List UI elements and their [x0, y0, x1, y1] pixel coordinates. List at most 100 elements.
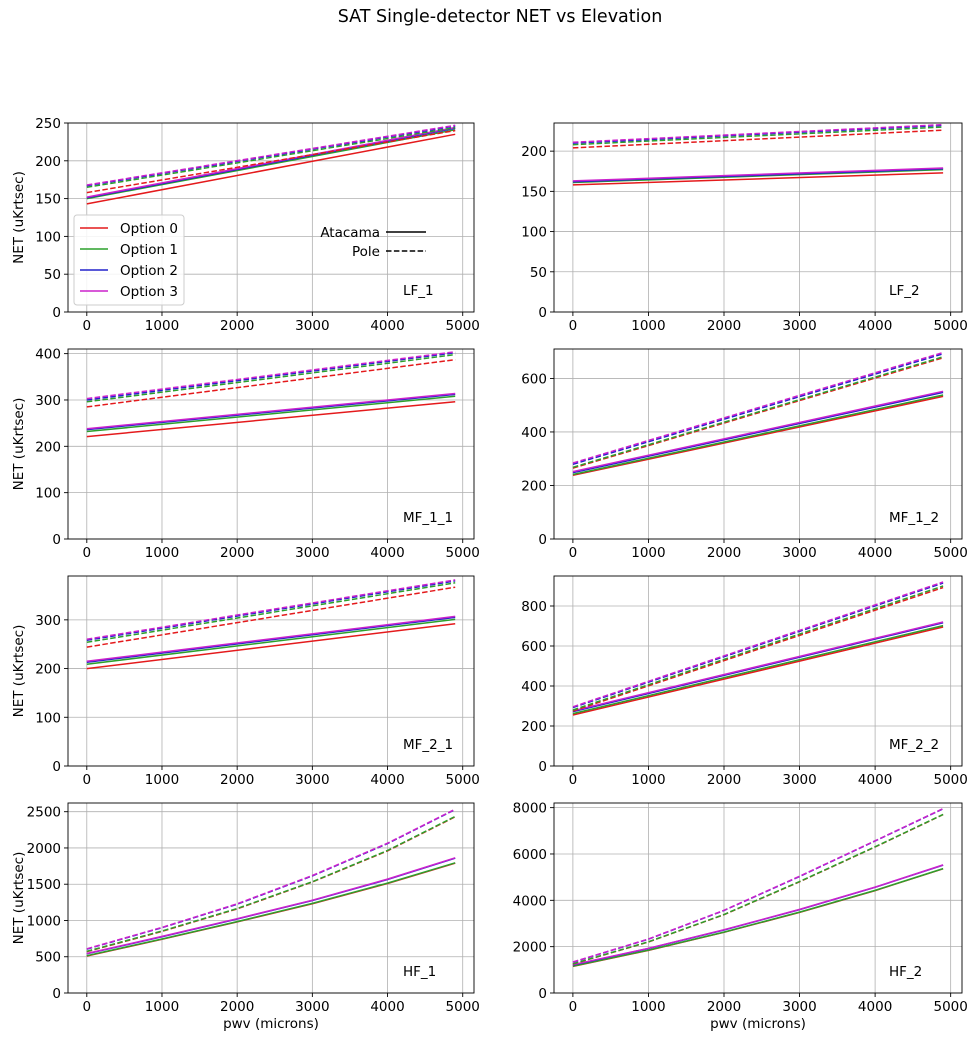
series-line-option-1-atacama [572, 394, 944, 476]
panel-label: HF_2 [889, 964, 922, 980]
series-group [572, 807, 944, 968]
y-tick-label: 100 [521, 225, 547, 241]
x-tick-label: 0 [82, 772, 91, 788]
series-line-option-1-pole [86, 126, 456, 189]
series-line-option-1-pole [86, 353, 456, 403]
x-tick-label: 4000 [370, 318, 404, 334]
series-line-option-2-pole [572, 582, 944, 709]
y-tick-label: 0 [52, 986, 61, 1002]
y-axis-label: NET (uKrtsec) [11, 171, 27, 264]
legend-box [73, 214, 185, 306]
y-tick-label: 0 [52, 305, 61, 321]
chart-panel-hf-1: 0 1000 2000 3000 4000 5000 0 500 1000 1500 2000 250… [11, 802, 480, 1032]
series-line-option-1-pole [572, 813, 944, 965]
x-tick-label: 3000 [782, 772, 816, 788]
x-tick-label: 4000 [370, 999, 404, 1015]
series-line-option-3-pole [86, 579, 456, 641]
series-line-option-2-atacama [86, 393, 456, 431]
y-tick-label: 400 [521, 425, 547, 441]
series-line-option-3-atacama [86, 615, 456, 663]
panel-label: LF_2 [889, 283, 920, 299]
y-tick-label: 400 [35, 347, 61, 363]
series-line-option-0-pole [86, 129, 456, 194]
y-tick-label: 0 [538, 305, 547, 321]
x-tick-label: 0 [82, 545, 91, 561]
axes-frame [67, 348, 475, 540]
series-line-option-0-atacama [572, 626, 944, 716]
series-group [572, 123, 944, 186]
y-tick-label: 0 [538, 986, 547, 1002]
x-tick-label: 2000 [707, 545, 741, 561]
y-tick-label: 100 [35, 229, 61, 245]
y-tick-label: 800 [521, 599, 547, 615]
axes-frame [67, 802, 475, 994]
series-line-option-3-atacama [86, 857, 456, 955]
series-line-option-3-atacama [572, 390, 944, 473]
axes-frame [67, 575, 475, 767]
x-tick-label: 5000 [446, 772, 480, 788]
panel-label: MF_1_2 [889, 510, 939, 526]
series-line-option-0-pole [572, 129, 944, 149]
legend-label: Option 3 [120, 284, 178, 300]
chart-panel-mf-2-2: 0 1000 2000 3000 4000 5000 0 200 400 600 800 MF_2_2 [521, 575, 968, 788]
y-tick-label: 200 [521, 478, 547, 494]
legend-label: Option 2 [120, 263, 178, 279]
x-tick-label: 3000 [782, 545, 816, 561]
series-line-option-3-pole [572, 123, 944, 144]
axes-frame [553, 575, 963, 767]
series-line-option-2-atacama [572, 622, 944, 713]
series-line-option-1-pole [86, 582, 456, 644]
series-line-option-0-atacama [86, 862, 456, 957]
legend-site-label: Pole [352, 244, 380, 260]
axes-frame [67, 122, 475, 313]
x-tick-label: 3000 [782, 999, 816, 1015]
x-tick-label: 2000 [707, 318, 741, 334]
series-line-option-3-pole [86, 351, 456, 400]
chart-panel-hf-2: 0 1000 2000 3000 4000 5000 0 2000 4000 6000 8000 HF… [513, 801, 968, 1032]
x-tick-label: 5000 [446, 999, 480, 1015]
chart-panel-mf-1-1: 0 1000 2000 3000 4000 5000 0 100 200 300 400 MF_1_1… [11, 347, 480, 561]
x-tick-label: 0 [569, 545, 578, 561]
y-tick-label: 100 [35, 486, 61, 502]
series-line-option-0-pole [86, 586, 456, 648]
y-tick-label: 200 [35, 154, 61, 170]
series-line-option-3-atacama [86, 392, 456, 430]
x-tick-label: 0 [82, 999, 91, 1015]
x-tick-label: 0 [569, 772, 578, 788]
y-tick-label: 200 [35, 662, 61, 678]
series-line-option-3-pole [572, 807, 944, 963]
axes-frame [553, 122, 963, 313]
y-tick-label: 4000 [513, 893, 547, 909]
x-tick-label: 1000 [631, 772, 665, 788]
x-tick-label: 5000 [446, 545, 480, 561]
y-tick-label: 0 [52, 532, 61, 548]
x-tick-label: 3000 [295, 999, 329, 1015]
x-axis-label: pwv (microns) [223, 1016, 319, 1032]
series-line-option-3-pole [86, 124, 456, 186]
y-tick-label: 50 [530, 265, 547, 281]
y-tick-label: 0 [52, 759, 61, 775]
x-tick-label: 4000 [858, 999, 892, 1015]
panel-label: HF_1 [403, 964, 436, 980]
x-tick-label: 0 [569, 999, 578, 1015]
series-line-option-2-atacama [572, 168, 944, 183]
series-line-option-1-atacama [86, 862, 456, 957]
series-line-option-1-pole [572, 356, 944, 469]
series-group [86, 124, 456, 205]
y-tick-label: 2000 [513, 940, 547, 956]
axes-frame [553, 348, 963, 540]
y-tick-label: 1000 [27, 913, 61, 929]
y-tick-label: 600 [521, 639, 547, 655]
series-line-option-3-atacama [572, 864, 944, 966]
y-tick-label: 1500 [27, 877, 61, 893]
figure-suptitle: SAT Single-detector NET vs Elevation [338, 7, 663, 27]
series-line-option-0-pole [572, 813, 944, 965]
y-tick-label: 150 [35, 192, 61, 208]
series-line-option-3-pole [572, 581, 944, 708]
x-tick-label: 3000 [295, 318, 329, 334]
y-tick-label: 200 [521, 144, 547, 160]
series-line-option-2-atacama [572, 391, 944, 474]
series-line-option-2-atacama [572, 864, 944, 966]
series-line-option-1-atacama [86, 395, 456, 433]
